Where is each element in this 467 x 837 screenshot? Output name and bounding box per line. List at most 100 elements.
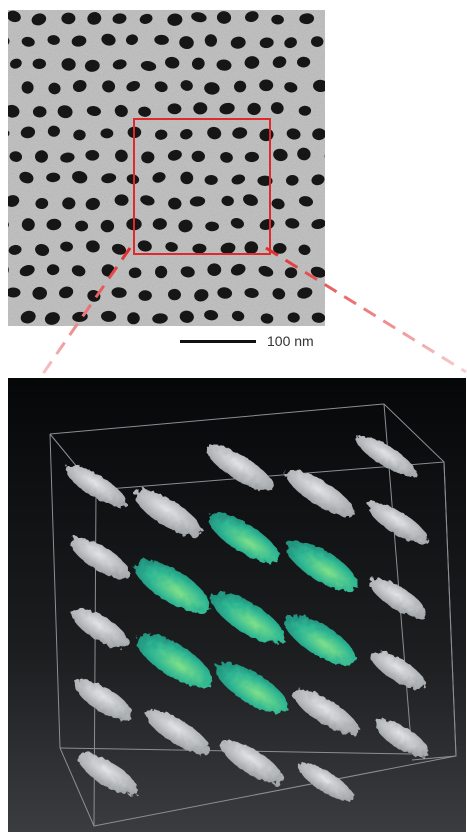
pore: [20, 126, 36, 139]
pore: [231, 174, 246, 185]
pore: [191, 150, 205, 163]
pore: [297, 56, 311, 68]
domain: [293, 689, 359, 735]
pore: [194, 289, 209, 302]
pore: [243, 194, 258, 206]
highlighted-domain: [284, 614, 356, 666]
scale-bar: [180, 340, 256, 343]
domain: [370, 650, 426, 690]
pore: [75, 220, 89, 232]
pore: [137, 240, 152, 252]
pore: [35, 197, 49, 210]
pore: [245, 11, 259, 23]
pore: [259, 79, 274, 92]
pore: [100, 128, 114, 139]
pore: [273, 148, 288, 162]
pore: [152, 218, 167, 230]
pore: [270, 102, 284, 115]
pore: [216, 59, 232, 71]
pore: [311, 36, 324, 47]
pore: [21, 36, 35, 47]
pore: [179, 310, 194, 323]
pore: [284, 37, 297, 49]
pore: [115, 149, 128, 162]
pore: [167, 13, 183, 26]
pore: [100, 219, 115, 233]
pore: [87, 12, 102, 25]
pore: [35, 150, 48, 163]
pore: [244, 56, 260, 69]
pore: [204, 174, 218, 186]
pore: [125, 34, 139, 45]
pore: [61, 58, 76, 71]
pore: [207, 263, 222, 276]
pore: [72, 171, 88, 184]
pore: [46, 172, 61, 183]
pore: [168, 197, 182, 210]
pore: [220, 152, 233, 163]
pore: [141, 151, 155, 164]
highlighted-domain: [286, 540, 358, 592]
pore: [193, 102, 208, 115]
3d-render-image: [49, 403, 457, 827]
pore: [298, 196, 314, 207]
pore: [180, 129, 193, 140]
pore: [286, 174, 299, 186]
pore: [138, 106, 151, 117]
pore: [84, 59, 100, 72]
pore: [61, 12, 76, 25]
domain: [65, 465, 127, 507]
pore: [191, 12, 207, 23]
pore: [189, 196, 206, 207]
domain: [369, 578, 427, 618]
domain: [78, 753, 138, 795]
pore: [101, 173, 117, 184]
pore: [284, 82, 298, 93]
pore: [204, 310, 219, 321]
pore: [311, 174, 325, 186]
pore: [154, 34, 169, 45]
pore: [9, 58, 22, 69]
domain: [206, 444, 274, 492]
pore: [231, 310, 245, 322]
pore: [191, 57, 205, 70]
pore: [8, 10, 21, 23]
domain: [375, 719, 429, 757]
pore: [46, 218, 62, 231]
pore: [20, 310, 36, 324]
pore: [140, 61, 157, 71]
pore: [230, 36, 246, 49]
domain: [220, 740, 284, 784]
pore: [272, 56, 287, 68]
pore: [138, 290, 152, 301]
pore: [244, 288, 259, 298]
pore: [85, 197, 100, 211]
pore: [102, 80, 116, 93]
pore: [8, 244, 22, 255]
highlighted-domain: [136, 633, 212, 687]
domain: [145, 709, 211, 755]
pore: [19, 264, 35, 277]
pore: [244, 241, 259, 255]
pore: [155, 129, 168, 140]
zoom-region-box: [133, 118, 271, 255]
pore: [21, 218, 35, 232]
scale-bar-label: 100 nm: [267, 333, 314, 349]
pore: [19, 171, 34, 184]
pore: [112, 59, 127, 70]
pore: [285, 218, 300, 229]
pore: [221, 195, 234, 207]
pore: [31, 13, 47, 26]
pore: [114, 104, 128, 118]
pore: [139, 13, 153, 24]
pore: [180, 266, 195, 278]
pore: [128, 267, 142, 279]
pore: [180, 171, 194, 185]
pore: [154, 265, 168, 279]
domain: [355, 435, 417, 477]
pore: [244, 151, 259, 163]
pore: [9, 151, 23, 162]
pore: [205, 221, 219, 232]
pore: [8, 287, 21, 298]
domain: [70, 537, 130, 579]
